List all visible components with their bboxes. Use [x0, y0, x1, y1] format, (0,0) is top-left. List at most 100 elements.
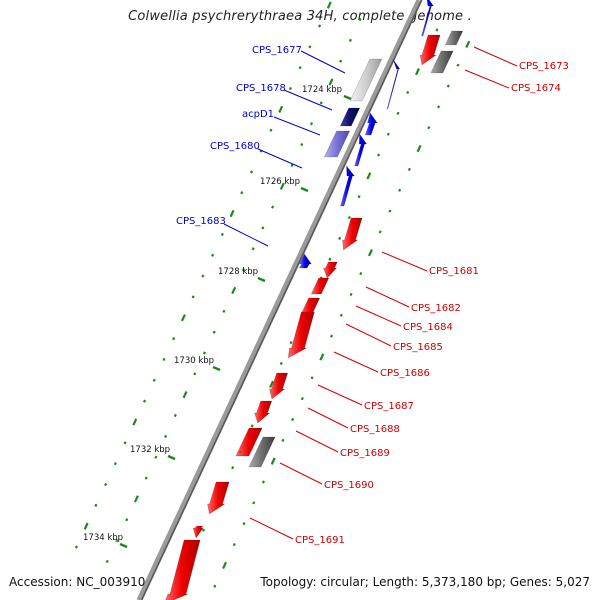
gc-track-tick: [388, 209, 392, 213]
gc-track-tick: [358, 17, 362, 22]
gene-arrow-CPS_1677: [386, 58, 401, 110]
gc-track-tick: [330, 334, 334, 338]
gc-track-tick: [357, 195, 361, 199]
label-leader: [345, 323, 392, 347]
gc-track-tick: [123, 441, 127, 445]
label-leader: [355, 305, 402, 327]
gc-track-tick: [104, 482, 108, 487]
gc-track-tick: [115, 538, 119, 543]
gc-track-tick: [278, 105, 284, 113]
gene-CPS_1683: [298, 253, 312, 269]
gc-track-tick: [133, 495, 139, 503]
gc-track-tick: [359, 272, 363, 276]
gene-neighbor-CPS_1688: [248, 436, 276, 468]
gc-track-tick: [309, 122, 314, 126]
gene-arrow-acpD1: [354, 133, 368, 167]
gc-track-tick: [414, 68, 420, 76]
gc-track-tick: [407, 167, 411, 171]
gene-CPS_1677: [349, 58, 383, 102]
gc-track-tick: [251, 247, 255, 251]
label-leader: [249, 517, 294, 540]
gene-CPS_1674: [430, 50, 454, 74]
label-leader: [257, 148, 303, 169]
scale-tick: [300, 186, 309, 193]
label-leader: [365, 286, 410, 308]
gc-track-tick: [328, 257, 332, 261]
gc-track-tick: [308, 45, 312, 49]
gc-track-tick: [416, 144, 422, 153]
gc-track-tick: [201, 528, 206, 532]
gc-track-tick: [222, 561, 228, 570]
gc-track-tick: [406, 90, 410, 95]
gene-label[interactable]: CPS_1690: [324, 480, 374, 491]
label-leader: [300, 50, 346, 74]
label-leader: [279, 462, 323, 485]
gc-track-tick: [152, 378, 156, 382]
gene-label[interactable]: CPS_1674: [511, 83, 561, 94]
gene-label[interactable]: CPS_1681: [429, 266, 479, 277]
gc-track-tick: [281, 438, 285, 442]
gene-CPS_1690: [207, 481, 230, 515]
gene-label[interactable]: CPS_1685: [393, 342, 443, 353]
gene-label[interactable]: CPS_1677: [252, 45, 302, 56]
gc-track-tick: [279, 361, 283, 366]
gc-track-tick: [435, 28, 439, 32]
label-leader: [464, 69, 510, 89]
genome-backbone: [136, 0, 421, 600]
scale-tick: [343, 94, 352, 101]
gc-track-tick: [279, 182, 285, 190]
gene-label[interactable]: CPS_1688: [350, 424, 400, 435]
gene-label[interactable]: acpD1: [242, 109, 274, 120]
scale-tick: [212, 365, 221, 372]
gc-track-tick: [396, 111, 400, 115]
map-title: Colwellia psychrerythraea 34H, complete …: [128, 9, 472, 24]
label-leader: [333, 351, 379, 373]
gc-track-tick: [300, 142, 304, 147]
gene-label[interactable]: CPS_1691: [295, 535, 345, 546]
gc-track-tick: [232, 542, 236, 547]
gene-label[interactable]: CPS_1682: [411, 303, 461, 314]
gc-track-tick: [250, 424, 254, 428]
gc-track-tick: [193, 372, 197, 376]
gene-label[interactable]: CPS_1683: [176, 216, 226, 227]
gc-track-tick: [182, 391, 188, 399]
scale-tick: [119, 542, 128, 549]
gc-track-tick: [252, 501, 256, 505]
gc-track-tick: [456, 63, 460, 67]
gene-CPS_1682: [323, 261, 338, 279]
gc-track-tick: [173, 413, 177, 418]
gc-track-tick: [326, 1, 332, 9]
gc-track-tick: [465, 40, 471, 48]
gc-track-tick: [241, 268, 245, 272]
gc-track-tick: [201, 274, 205, 278]
gc-track-tick: [298, 66, 302, 70]
gc-track-tick: [105, 559, 109, 564]
gc-track-tick: [348, 38, 352, 42]
gene-label[interactable]: CPS_1684: [403, 322, 453, 333]
gene-label[interactable]: CPS_1673: [519, 61, 569, 72]
gc-track-tick: [231, 286, 237, 295]
label-leader: [273, 116, 321, 136]
gc-track-tick: [249, 170, 254, 174]
gc-track-tick: [261, 480, 265, 484]
label-leader: [473, 46, 518, 67]
gc-track-tick: [366, 172, 372, 180]
gc-track-tick: [349, 292, 353, 297]
gc-track-tick: [291, 417, 295, 422]
gene-label[interactable]: CPS_1678: [236, 83, 286, 94]
gc-track-tick: [377, 153, 381, 157]
scale-label: 1730 kbp: [174, 356, 214, 366]
gene-label[interactable]: CPS_1687: [364, 401, 414, 412]
gene-label[interactable]: CPS_1680: [210, 141, 260, 152]
gc-track-tick: [398, 188, 402, 192]
genome-summary: Topology: circular; Length: 5,373,180 bp…: [260, 575, 590, 589]
gc-track-tick: [318, 24, 322, 28]
gene-label[interactable]: CPS_1689: [340, 448, 390, 459]
gc-track-tick: [212, 330, 216, 334]
gene-CPS_1680: [340, 165, 356, 207]
scale-tick: [257, 276, 266, 283]
gene-label[interactable]: CPS_1686: [380, 368, 430, 379]
gc-track-tick: [339, 59, 343, 63]
gene-small-CPS_1691: [192, 525, 204, 539]
